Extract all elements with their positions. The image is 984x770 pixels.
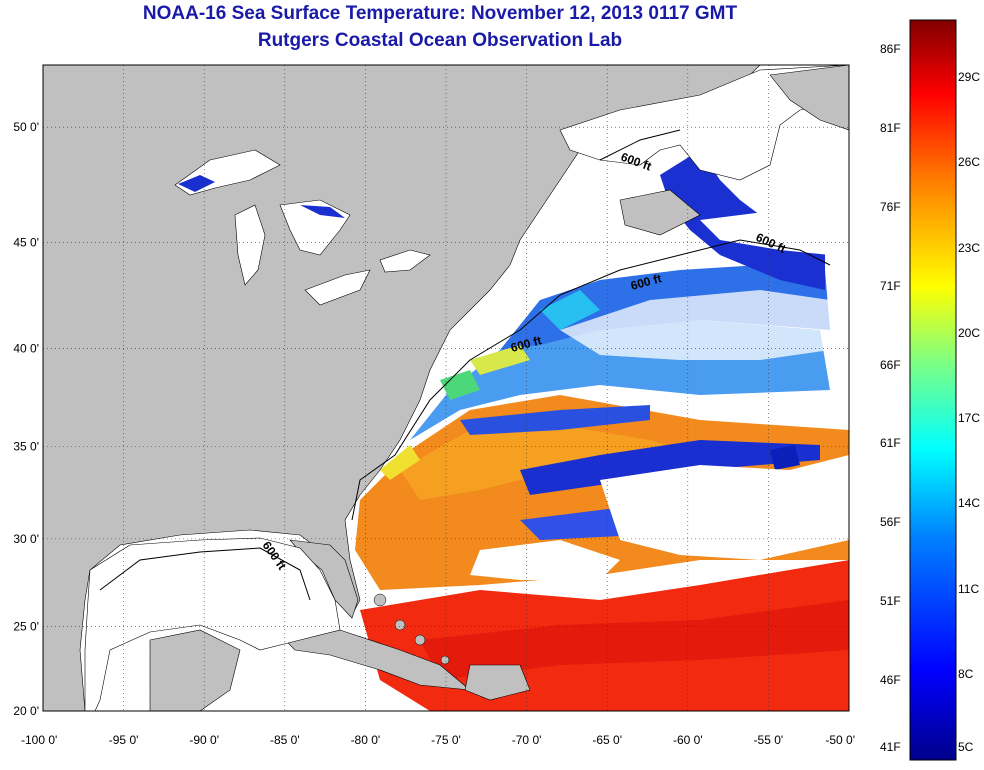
lat-tick-label: 25 0' (13, 620, 39, 634)
landmass (43, 65, 776, 711)
map-border (42, 64, 850, 712)
lat-tick-label: 40 0' (13, 341, 39, 355)
colorbar-celsius-label: 14C (958, 496, 981, 511)
lon-tick-label: -100 0' (21, 733, 57, 747)
lake-huron-sst (300, 205, 345, 218)
lon-tick-label: -95 0' (109, 733, 139, 747)
colorbar-fahrenheit-label: 51F (880, 594, 901, 609)
colorbar-fahrenheit-label: 81F (880, 120, 901, 135)
isobath-600ft (99, 129, 831, 601)
latitude-ticks: 50 0' 45 0' 40 0' 35 0' 30 0' 25 0' 20 0' (13, 120, 39, 718)
lon-tick-label: -70 0' (512, 733, 542, 747)
colorbar-fahrenheit-label: 46F (880, 673, 901, 688)
colorbar (909, 19, 957, 761)
colorbar-celsius-label: 20C (958, 325, 981, 340)
lat-tick-label: 45 0' (13, 236, 39, 250)
lon-tick-label: -55 0' (754, 733, 784, 747)
lon-tick-label: -75 0' (431, 733, 461, 747)
lon-tick-label: -80 0' (351, 733, 381, 747)
colorbar-celsius-label: 8C (958, 666, 974, 681)
colorbar-fahrenheit-label: 61F (880, 436, 901, 451)
lon-tick-label: -85 0' (270, 733, 300, 747)
colorbar-fahrenheit-label: 41F (880, 740, 901, 754)
map-title: NOAA-16 Sea Surface Temperature: Novembe… (142, 3, 738, 24)
lon-tick-label: -65 0' (592, 733, 622, 747)
lat-tick-label: 35 0' (13, 439, 39, 453)
lat-tick-label: 50 0' (13, 120, 39, 134)
longitude-ticks: -100 0' -95 0' -90 0' -85 0' -80 0' -75 0' -70… (21, 733, 855, 747)
lat-tick-label: 30 0' (13, 532, 39, 546)
colorbar-celsius-label: 26C (958, 155, 981, 170)
sst-field (355, 150, 849, 711)
gulf-of-st-lawrence (559, 65, 849, 181)
lake-superior-sst (178, 175, 215, 192)
gulf-of-mexico (84, 537, 341, 711)
lat-tick-label: 20 0' (13, 704, 39, 718)
colorbar-celsius-label: 11C (958, 581, 980, 596)
lon-tick-label: -90 0' (189, 733, 219, 747)
colorbar-fahrenheit-label: 76F (880, 199, 901, 214)
colorbar-fahrenheit-label: 86F (880, 42, 901, 56)
colorbar-fahrenheit-label: 66F (880, 357, 901, 372)
lon-tick-label: -60 0' (673, 733, 703, 747)
colorbar-celsius-label: 17C (958, 411, 981, 425)
colorbar-celsius-label: 23C (958, 240, 981, 255)
map-subtitle: Rutgers Coastal Ocean Observation Lab (257, 30, 623, 51)
bahamas (373, 593, 450, 665)
labrador-land (769, 65, 849, 131)
colorbar-fahrenheit-label: 71F (880, 278, 901, 293)
colorbar-fahrenheit-label: 56F (880, 515, 901, 530)
lon-tick-label: -50 0' (825, 733, 855, 747)
colorbar-celsius-label: 29C (958, 70, 981, 84)
colorbar-celsius-label: 5C (958, 740, 974, 754)
